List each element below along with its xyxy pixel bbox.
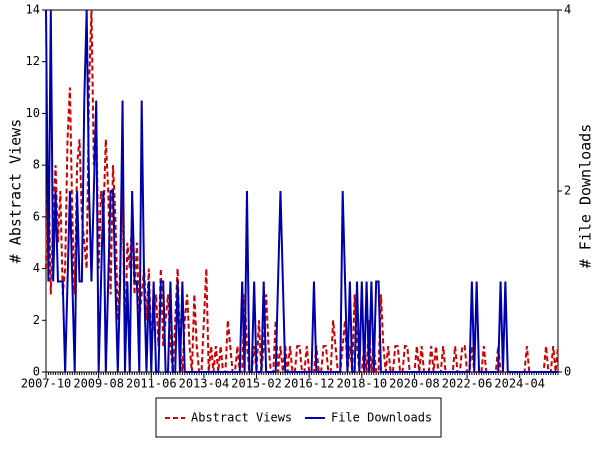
y-tick-label: 10: [26, 106, 40, 120]
x-tick-label: 2022-06: [442, 377, 493, 391]
legend-box: [155, 397, 442, 438]
x-tick-label: 2011-06: [126, 377, 177, 391]
x-tick-label: 2009-08: [73, 377, 124, 391]
x-tick-label: 2018-10: [337, 377, 388, 391]
x-tick-label: 2016-12: [284, 377, 335, 391]
y-axis-title: # Abstract Views: [7, 119, 25, 264]
y2-tick-label: 2: [564, 184, 571, 198]
y-tick-label: 6: [33, 209, 40, 223]
y-tick-label: 8: [33, 158, 40, 172]
y-tick-label: 0: [33, 365, 40, 379]
y2-tick-label: 0: [564, 365, 571, 379]
y-tick-label: 12: [26, 54, 40, 68]
x-tick-label: 2015-02: [231, 377, 282, 391]
y2-axis-title: # File Downloads: [577, 124, 595, 269]
series-line: [45, 9, 558, 373]
x-tick-label: 2007-10: [21, 377, 72, 391]
x-tick-label: 2020-08: [389, 377, 440, 391]
legend-label: File Downloads: [331, 411, 432, 425]
y-tick-label: 14: [26, 3, 40, 17]
y-tick-label: 2: [33, 313, 40, 327]
x-tick-label: 2013-04: [179, 377, 230, 391]
y2-tick-label: 4: [564, 3, 571, 17]
legend-label: Abstract Views: [191, 411, 292, 425]
x-tick-label: 2024-04: [494, 377, 545, 391]
y-tick-label: 4: [33, 261, 40, 275]
